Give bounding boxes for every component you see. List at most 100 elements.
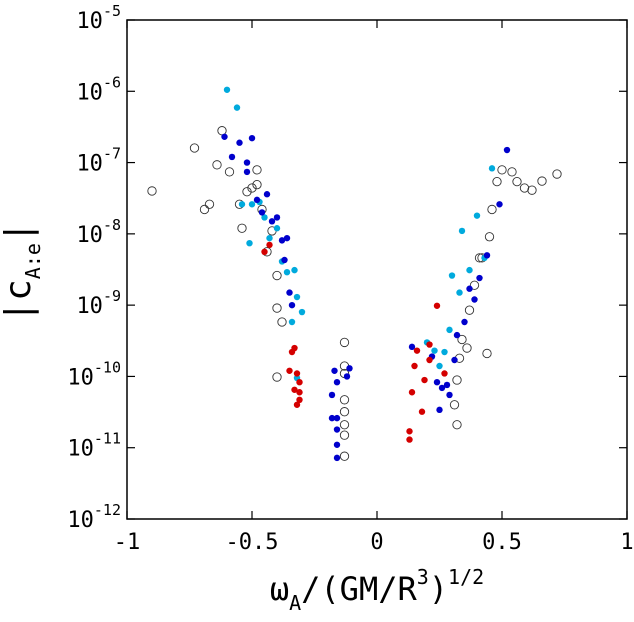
- scatter-point: [283, 268, 291, 276]
- scatter-point: [293, 401, 301, 408]
- scatter-point: [228, 153, 236, 161]
- scatter-point: [497, 165, 507, 175]
- y-tick-base: 10: [76, 294, 103, 319]
- x-tick-label: -0.5: [226, 530, 279, 555]
- scatter-point: [484, 232, 495, 242]
- x-tick-label: 0.5: [482, 530, 522, 555]
- scatter-point: [507, 167, 517, 177]
- y-tick-label: 10-8: [76, 216, 121, 248]
- scatter-point: [339, 337, 350, 348]
- scatter-point: [243, 159, 251, 166]
- scatter-point: [261, 214, 268, 221]
- scatter-point: [298, 308, 306, 316]
- scatter-point: [426, 341, 433, 348]
- scatter-point: [296, 396, 303, 404]
- scatter-point: [281, 256, 288, 264]
- scatter-point: [252, 165, 262, 175]
- scatter-point: [496, 201, 503, 208]
- scatter-point: [408, 343, 416, 351]
- scatter-point: [449, 400, 460, 410]
- scatter-point: [328, 414, 336, 422]
- scatter-point: [263, 191, 271, 198]
- scatter-point: [272, 270, 282, 281]
- scatter-point: [272, 372, 282, 382]
- scatter-point: [237, 223, 247, 233]
- scatter-point: [247, 183, 257, 193]
- scatter-point: [461, 318, 468, 326]
- scatter-point: [333, 426, 341, 433]
- scatter-point: [503, 146, 511, 154]
- scatter-point: [433, 378, 441, 386]
- scatter-point: [453, 331, 461, 339]
- y-tick-label: 10-9: [76, 287, 121, 319]
- scatter-point: [273, 225, 281, 232]
- scatter-point: [147, 186, 157, 196]
- scatter-point: [421, 376, 428, 384]
- scatter-point: [277, 317, 287, 327]
- x-label-part: /(GM/R: [301, 570, 417, 608]
- scatter-point: [199, 204, 210, 215]
- y-tick-label: 10-12: [67, 501, 121, 533]
- scatter-point: [288, 318, 296, 326]
- scatter-point: [431, 347, 438, 354]
- y-tick-base: 10: [67, 365, 94, 390]
- scatter-point: [408, 389, 416, 396]
- scatter-point: [221, 133, 228, 140]
- scatter-point: [248, 201, 256, 208]
- scatter-point: [452, 420, 462, 430]
- scatter-point: [473, 212, 481, 219]
- y-tick-base: 10: [67, 437, 94, 462]
- y-tick-label: 10-11: [67, 430, 121, 462]
- scatter-point: [441, 348, 448, 356]
- x-axis-label: ωA/(GM/R3)1/2: [270, 565, 484, 615]
- scatter-point: [464, 305, 475, 315]
- scatter-point: [471, 296, 478, 303]
- x-label-part: 1/2: [448, 565, 484, 589]
- scatter-point: [212, 160, 222, 170]
- scatter-point: [246, 239, 253, 247]
- y-tick-label: 10-5: [76, 2, 121, 34]
- scatter-point: [291, 386, 298, 393]
- scatter-point: [333, 454, 341, 462]
- scatter-point: [458, 227, 466, 235]
- y-tick-base: 10: [76, 9, 103, 34]
- scatter-point: [537, 176, 547, 186]
- scatter-point: [333, 378, 341, 386]
- scatter-point: [272, 303, 282, 313]
- y-tick-exponent: -11: [94, 430, 121, 448]
- scatter-point: [278, 237, 286, 244]
- scatter-point: [451, 356, 458, 364]
- y-tick-label: 10-6: [76, 73, 121, 105]
- scatter-point: [452, 375, 462, 385]
- scatter-point: [418, 408, 426, 415]
- scatter-point: [261, 248, 268, 256]
- scatter-point: [406, 436, 413, 443]
- scatter-point: [411, 362, 418, 370]
- scatter-point: [512, 176, 522, 187]
- scatter-point: [448, 272, 456, 279]
- y-label-part: |c: [0, 279, 39, 322]
- scatter-point: [238, 201, 246, 208]
- scatter-point: [406, 428, 413, 435]
- scatter-point: [436, 406, 443, 414]
- scatter-point: [441, 370, 448, 377]
- scatter-point: [339, 430, 350, 440]
- y-tick-exponent: -10: [94, 358, 121, 376]
- plot-frame: [126, 19, 628, 520]
- scatter-point: [243, 168, 251, 176]
- scatter-point: [283, 234, 291, 242]
- y-tick-exponent: -9: [103, 287, 121, 305]
- scatter-point: [436, 362, 443, 370]
- scatter-point: [339, 420, 350, 430]
- x-label-part: 3: [417, 565, 429, 589]
- scatter-point: [457, 334, 467, 345]
- scatter-point: [296, 389, 303, 396]
- scatter-point: [426, 356, 433, 364]
- scatter-point: [291, 266, 298, 274]
- x-tick-label: 0: [370, 530, 383, 555]
- scatter-point: [266, 234, 273, 242]
- scatter-point: [268, 218, 276, 225]
- scatter-point: [288, 301, 296, 309]
- scatter-point: [288, 348, 296, 356]
